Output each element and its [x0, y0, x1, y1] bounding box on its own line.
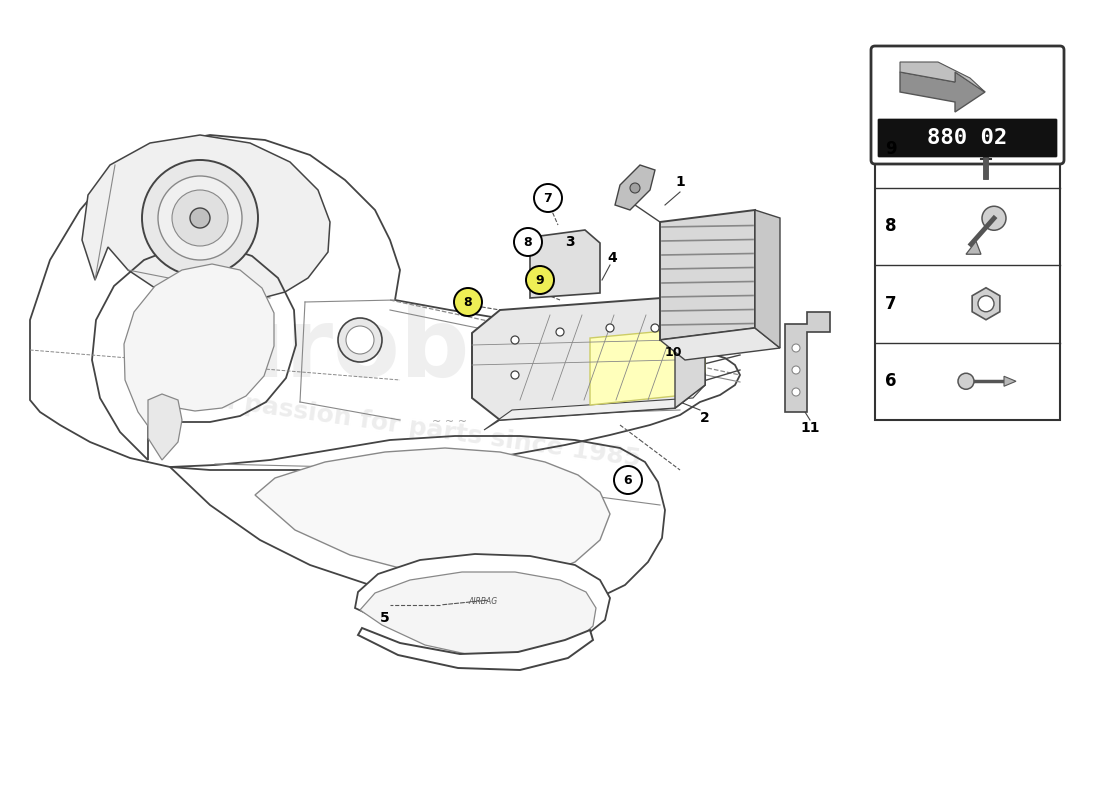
Polygon shape: [755, 210, 780, 348]
Text: 5: 5: [381, 611, 389, 625]
Circle shape: [556, 328, 564, 336]
Circle shape: [982, 206, 1007, 230]
Circle shape: [792, 388, 800, 396]
Circle shape: [978, 296, 994, 312]
FancyBboxPatch shape: [871, 46, 1064, 164]
Polygon shape: [660, 210, 755, 340]
Polygon shape: [255, 448, 611, 580]
Text: 880 02: 880 02: [927, 128, 1008, 148]
Text: 9: 9: [886, 140, 896, 158]
Polygon shape: [484, 385, 705, 430]
Text: 1: 1: [675, 175, 685, 189]
Circle shape: [454, 288, 482, 316]
Text: AIRBAG: AIRBAG: [469, 598, 497, 606]
Text: 9: 9: [536, 274, 544, 286]
Text: 8: 8: [524, 235, 532, 249]
Text: 2: 2: [700, 411, 710, 425]
Text: a passion for parts since 1985: a passion for parts since 1985: [218, 389, 642, 471]
Polygon shape: [355, 554, 610, 653]
Polygon shape: [1004, 376, 1016, 386]
Circle shape: [158, 176, 242, 260]
Circle shape: [338, 318, 382, 362]
Text: ~ ~ ~: ~ ~ ~: [432, 417, 468, 427]
Circle shape: [172, 190, 228, 246]
Polygon shape: [972, 288, 1000, 320]
Circle shape: [958, 374, 974, 390]
Text: eurob  res: eurob res: [151, 303, 710, 397]
Polygon shape: [900, 62, 984, 92]
Polygon shape: [530, 230, 600, 298]
Circle shape: [534, 184, 562, 212]
FancyBboxPatch shape: [874, 110, 1060, 420]
Circle shape: [630, 183, 640, 193]
Polygon shape: [785, 312, 830, 412]
Text: 8: 8: [886, 218, 896, 235]
Circle shape: [651, 324, 659, 332]
Polygon shape: [82, 135, 330, 302]
Polygon shape: [675, 297, 705, 408]
Polygon shape: [590, 330, 705, 405]
Circle shape: [142, 160, 258, 276]
Circle shape: [346, 326, 374, 354]
Polygon shape: [124, 264, 274, 440]
Circle shape: [514, 228, 542, 256]
FancyBboxPatch shape: [878, 119, 1057, 157]
Polygon shape: [660, 328, 780, 360]
Text: 7: 7: [886, 294, 896, 313]
Polygon shape: [900, 72, 984, 112]
Text: 3: 3: [565, 235, 575, 249]
Polygon shape: [360, 572, 596, 657]
Polygon shape: [615, 165, 654, 210]
Circle shape: [614, 466, 642, 494]
Polygon shape: [148, 394, 182, 460]
Text: 6: 6: [886, 372, 896, 390]
Text: 11: 11: [801, 421, 820, 435]
Text: 8: 8: [464, 295, 472, 309]
Text: 4: 4: [607, 251, 617, 265]
Circle shape: [526, 266, 554, 294]
Polygon shape: [358, 628, 593, 670]
Polygon shape: [966, 242, 981, 254]
Circle shape: [792, 366, 800, 374]
Text: 10: 10: [664, 346, 682, 358]
Text: 6: 6: [624, 474, 632, 486]
Circle shape: [512, 336, 519, 344]
Circle shape: [606, 324, 614, 332]
Circle shape: [792, 344, 800, 352]
Circle shape: [512, 371, 519, 379]
Text: 7: 7: [543, 191, 552, 205]
Circle shape: [190, 208, 210, 228]
Circle shape: [970, 125, 1002, 157]
Polygon shape: [472, 297, 705, 420]
